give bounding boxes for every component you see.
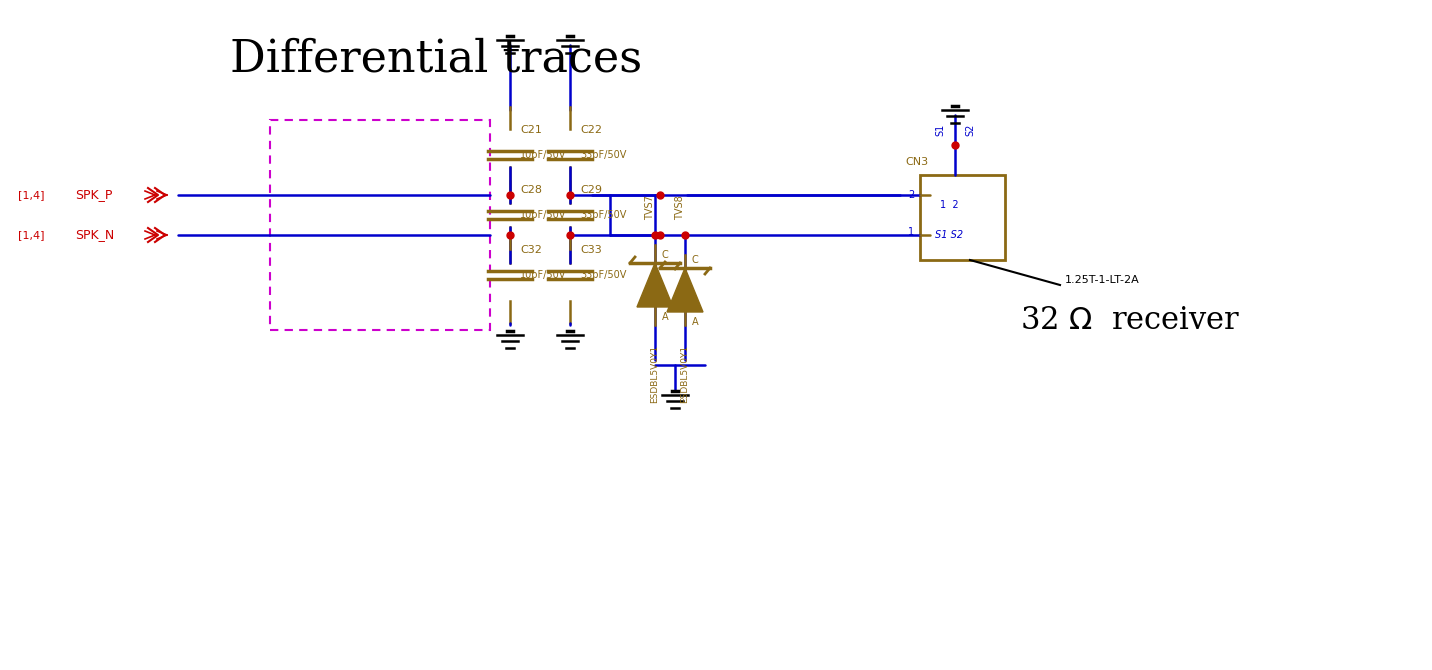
Text: TVS7: TVS7 bbox=[644, 196, 654, 220]
Text: A: A bbox=[692, 317, 699, 327]
Text: C: C bbox=[662, 250, 669, 260]
Text: C28: C28 bbox=[520, 185, 541, 195]
Text: 10pF/50V: 10pF/50V bbox=[520, 210, 567, 220]
Text: [1,4]: [1,4] bbox=[19, 190, 44, 200]
Text: C: C bbox=[692, 255, 699, 265]
Text: C32: C32 bbox=[520, 245, 541, 255]
Text: C22: C22 bbox=[580, 125, 601, 135]
Text: ESDBL5V0Y1: ESDBL5V0Y1 bbox=[680, 345, 689, 403]
Text: 10pF/50V: 10pF/50V bbox=[520, 150, 567, 160]
Text: SPK_N: SPK_N bbox=[74, 228, 115, 241]
Text: C33: C33 bbox=[580, 245, 601, 255]
Text: S1: S1 bbox=[935, 124, 945, 136]
Text: [1,4]: [1,4] bbox=[19, 230, 44, 240]
Text: ESDBL5V0Y1: ESDBL5V0Y1 bbox=[650, 345, 660, 403]
Text: A: A bbox=[662, 312, 669, 322]
Text: Differential traces: Differential traces bbox=[231, 37, 642, 80]
Text: 10pF/50V: 10pF/50V bbox=[520, 270, 567, 280]
Text: CN3: CN3 bbox=[905, 157, 928, 167]
Bar bbox=[271, 120, 490, 330]
Text: 33pF/50V: 33pF/50V bbox=[580, 270, 626, 280]
Text: S1 S2: S1 S2 bbox=[935, 230, 964, 240]
Text: 33pF/50V: 33pF/50V bbox=[580, 150, 626, 160]
Bar bbox=[919, 175, 1005, 260]
Polygon shape bbox=[667, 268, 703, 312]
Text: 1: 1 bbox=[908, 227, 914, 237]
Polygon shape bbox=[637, 263, 673, 307]
Text: SPK_P: SPK_P bbox=[74, 188, 112, 202]
Text: 33pF/50V: 33pF/50V bbox=[580, 210, 626, 220]
Text: 1.25T-1-LT-2A: 1.25T-1-LT-2A bbox=[1065, 275, 1140, 285]
Text: 2: 2 bbox=[908, 190, 914, 200]
Text: TVS8: TVS8 bbox=[674, 196, 684, 220]
Text: 1  2: 1 2 bbox=[939, 200, 958, 210]
Text: C29: C29 bbox=[580, 185, 601, 195]
Text: 32 $\Omega$  receiver: 32 $\Omega$ receiver bbox=[1020, 304, 1240, 336]
Text: C21: C21 bbox=[520, 125, 541, 135]
Text: S2: S2 bbox=[965, 124, 975, 136]
